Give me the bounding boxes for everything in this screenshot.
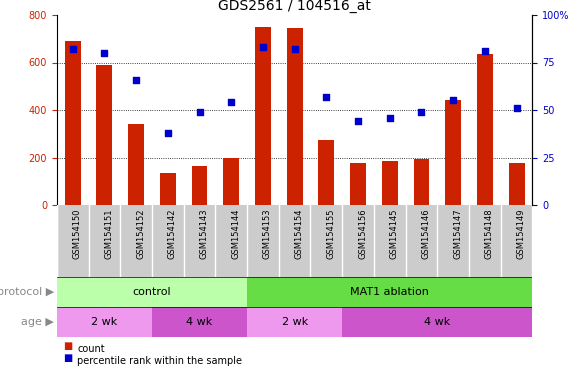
Text: GSM154148: GSM154148 [485,209,494,259]
Text: 2 wk: 2 wk [91,317,118,327]
Bar [247,277,532,307]
Bar [287,28,303,205]
Text: 2 wk: 2 wk [281,317,308,327]
Bar [223,157,239,205]
Point [132,76,141,83]
Text: GSM154150: GSM154150 [72,209,82,259]
Bar [414,159,429,205]
Bar [477,54,493,205]
Point [290,46,299,52]
Point [100,50,109,56]
Bar [350,163,366,205]
Point [322,94,331,100]
Text: GSM154149: GSM154149 [517,209,525,259]
Text: GSM154144: GSM154144 [231,209,240,259]
Text: ■: ■ [63,353,72,363]
Text: GSM154151: GSM154151 [104,209,114,259]
Point [195,109,204,115]
Text: GSM154153: GSM154153 [263,209,272,259]
Point [258,44,267,50]
Text: count: count [77,344,105,354]
Text: control: control [133,287,171,297]
Bar [128,124,144,205]
Text: GSM154156: GSM154156 [358,209,367,259]
Bar [65,41,81,205]
Point [385,114,394,121]
Point [68,46,77,52]
Point [353,118,362,124]
Text: GSM154146: GSM154146 [422,209,430,259]
Bar [191,166,208,205]
Bar [445,101,461,205]
Text: percentile rank within the sample: percentile rank within the sample [77,356,242,366]
Bar [342,307,532,337]
Bar [255,27,271,205]
Point [480,48,490,54]
Bar [247,307,342,337]
Bar [57,277,247,307]
Text: age ▶: age ▶ [21,317,54,327]
Point [163,130,172,136]
Text: GSM154154: GSM154154 [295,209,304,259]
Text: GSM154152: GSM154152 [136,209,145,259]
Text: GSM154155: GSM154155 [327,209,335,259]
Text: protocol ▶: protocol ▶ [0,287,54,297]
Bar [509,163,524,205]
Text: 4 wk: 4 wk [186,317,213,327]
Text: GSM154143: GSM154143 [200,209,209,259]
Bar [318,140,334,205]
Text: GSM154142: GSM154142 [168,209,177,259]
Point [448,98,458,104]
Text: 4 wk: 4 wk [424,317,451,327]
Bar [382,161,398,205]
Bar [96,65,113,205]
Point [512,105,521,111]
Point [417,109,426,115]
Text: GSM154147: GSM154147 [453,209,462,259]
Text: MAT1 ablation: MAT1 ablation [350,287,429,297]
Text: ■: ■ [63,341,72,351]
Point [227,99,236,106]
Bar [160,173,176,205]
Text: GSM154145: GSM154145 [390,209,399,259]
Title: GDS2561 / 104516_at: GDS2561 / 104516_at [218,0,371,13]
Bar [57,307,152,337]
Bar [152,307,247,337]
